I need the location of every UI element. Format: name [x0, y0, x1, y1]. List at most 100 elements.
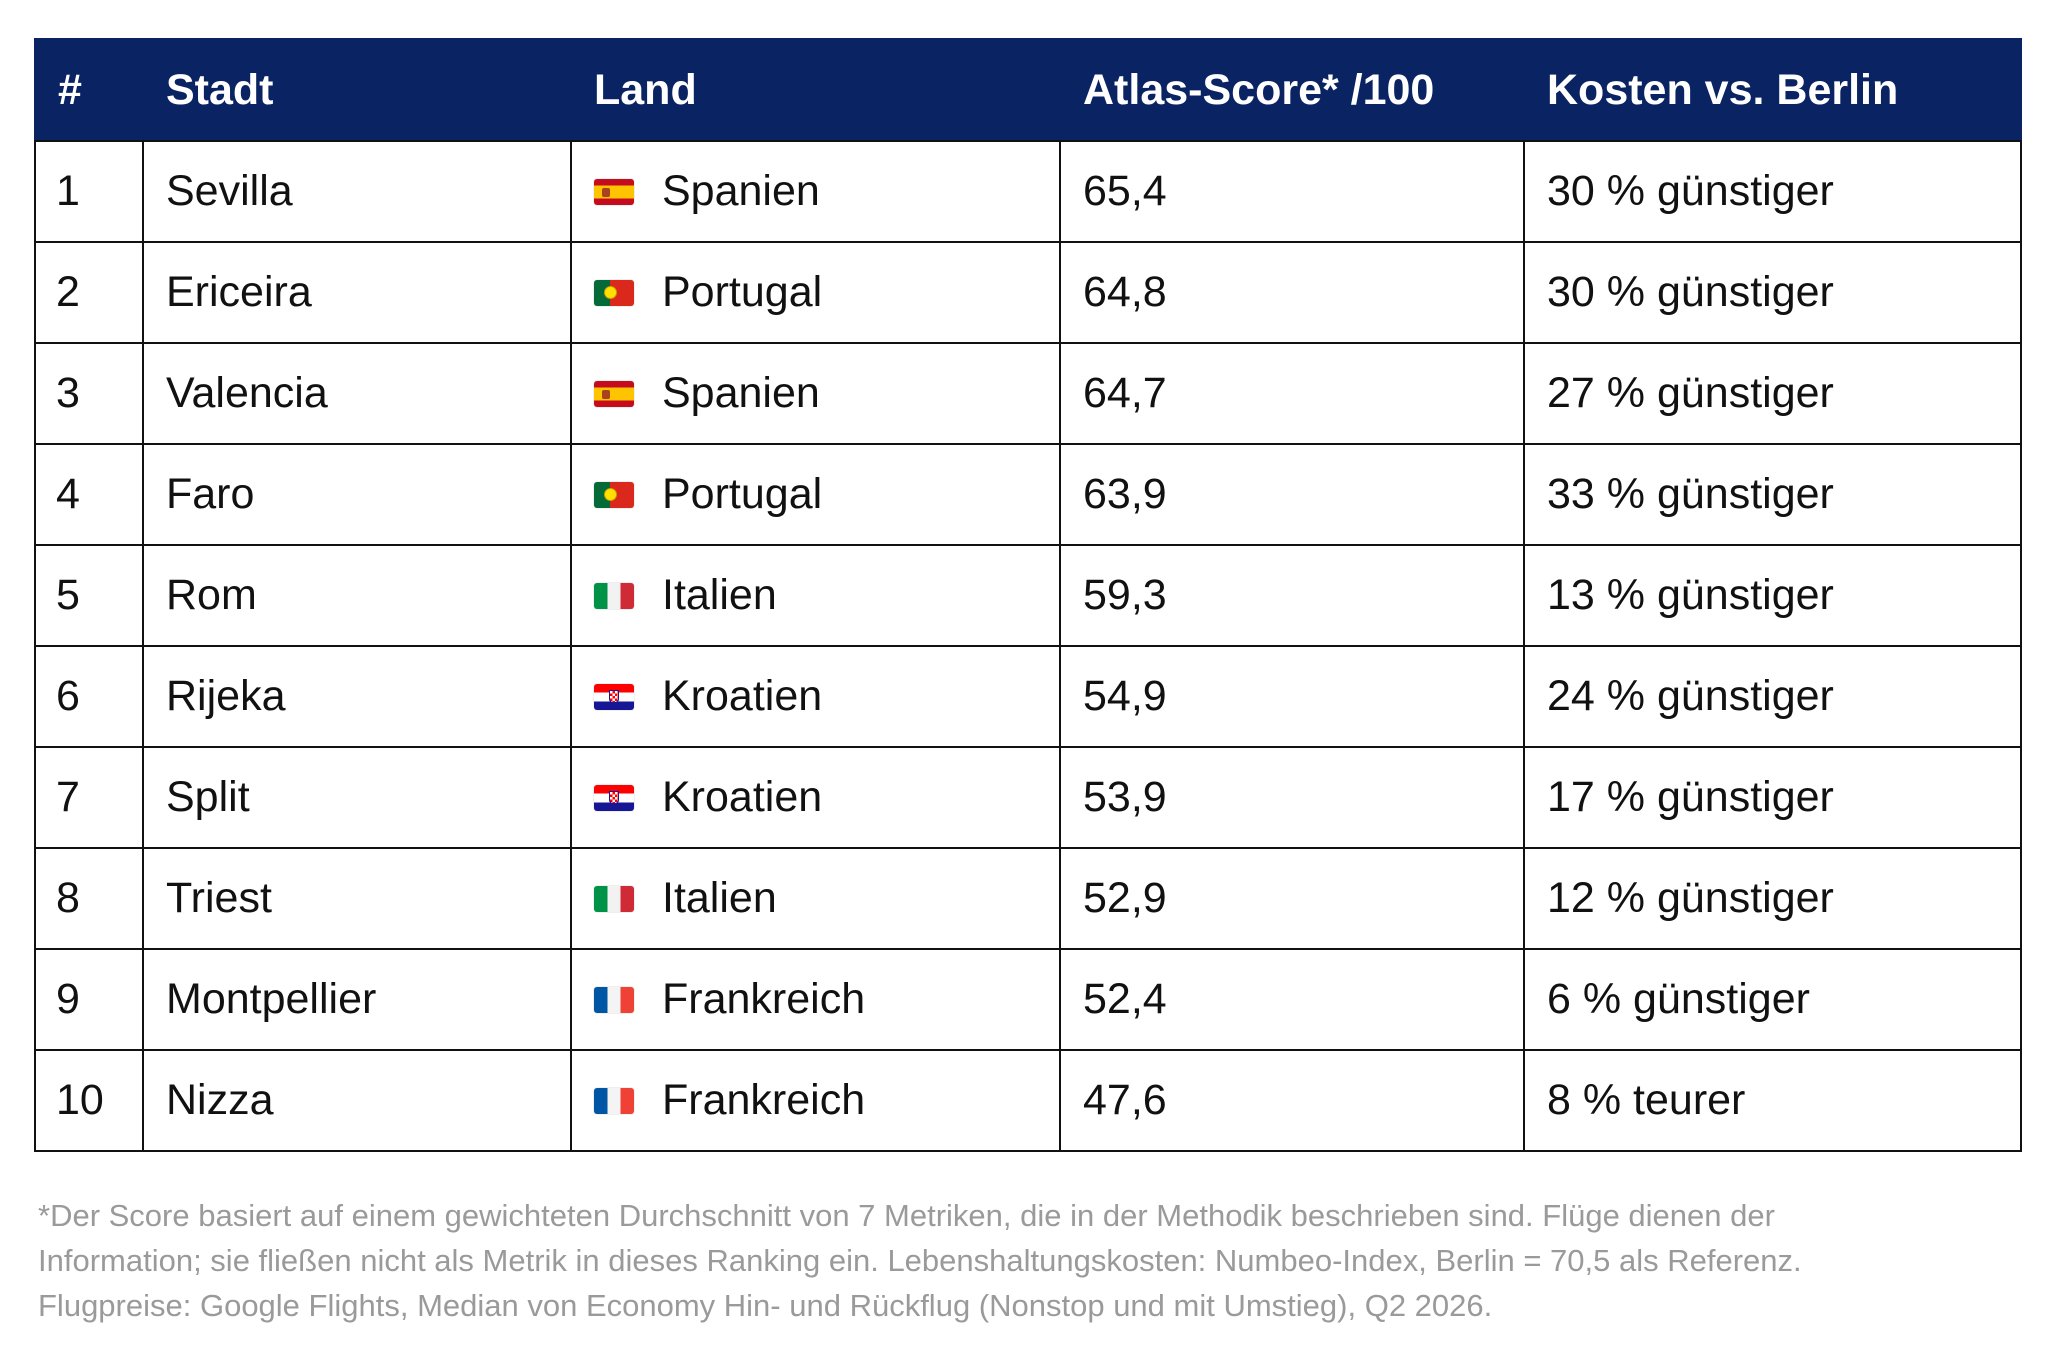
cost-cell: 8 % teurer — [1523, 1049, 2022, 1152]
header-rank: # — [34, 38, 144, 142]
country-cell: Portugal — [570, 443, 1061, 546]
france-flag-icon — [594, 986, 634, 1013]
country-cell: Spanien — [570, 342, 1061, 445]
country-wrap: Spanien — [594, 369, 1059, 418]
table-row: 7 Split Kroatien 53,9 17 % günstiger — [34, 746, 2022, 849]
spain-flag-icon — [594, 380, 634, 407]
score-cell: 59,3 — [1059, 544, 1525, 647]
cost-cell: 13 % günstiger — [1523, 544, 2022, 647]
country-name: Italien — [662, 874, 777, 922]
italy-flag-icon — [594, 582, 634, 609]
table-row: 1 Sevilla Spanien 65,4 30 % günstiger — [34, 140, 2022, 243]
cost-cell: 6 % günstiger — [1523, 948, 2022, 1051]
cost-cell: 12 % günstiger — [1523, 847, 2022, 950]
country-name: Spanien — [662, 369, 820, 417]
country-wrap: Portugal — [594, 268, 1059, 317]
score-cell: 47,6 — [1059, 1049, 1525, 1152]
country-wrap: Portugal — [594, 470, 1059, 519]
header-country: Land — [570, 38, 1061, 142]
cost-cell: 33 % günstiger — [1523, 443, 2022, 546]
country-cell: Italien — [570, 847, 1061, 950]
rank-cell: 4 — [34, 443, 144, 546]
country-name: Kroatien — [662, 672, 823, 720]
city-cell: Split — [142, 746, 572, 849]
header-cost: Kosten vs. Berlin — [1523, 38, 2022, 142]
flag-emblem — [602, 187, 610, 197]
footnote-line-1: *Der Score basiert auf einem gewichteten… — [38, 1198, 1775, 1233]
score-cell: 52,4 — [1059, 948, 1525, 1051]
country-wrap: Frankreich — [594, 1076, 1059, 1125]
city-ranking-table: # Stadt Land Atlas-Score* /100 Kosten vs… — [34, 38, 2022, 1152]
country-name: Kroatien — [662, 773, 823, 821]
italy-flag-icon — [594, 885, 634, 912]
table-row: 6 Rijeka Kroatien 54,9 24 % günstiger — [34, 645, 2022, 748]
country-cell: Kroatien — [570, 645, 1061, 748]
header-city: Stadt — [142, 38, 572, 142]
table-header-row: # Stadt Land Atlas-Score* /100 Kosten vs… — [34, 38, 2022, 142]
city-cell: Rijeka — [142, 645, 572, 748]
footnote-line-2: Information; sie fließen nicht als Metri… — [38, 1243, 1802, 1278]
rank-cell: 2 — [34, 241, 144, 344]
score-cell: 52,9 — [1059, 847, 1525, 950]
country-name: Portugal — [662, 470, 823, 518]
flag-emblem — [609, 689, 619, 703]
table-row: 4 Faro Portugal 63,9 33 % günstiger — [34, 443, 2022, 546]
cost-cell: 24 % günstiger — [1523, 645, 2022, 748]
rank-cell: 3 — [34, 342, 144, 445]
portugal-flag-icon — [594, 279, 634, 306]
table-row: 8 Triest Italien 52,9 12 % günstiger — [34, 847, 2022, 950]
score-cell: 64,7 — [1059, 342, 1525, 445]
city-cell: Ericeira — [142, 241, 572, 344]
city-cell: Nizza — [142, 1049, 572, 1152]
flag-emblem — [604, 487, 617, 501]
score-cell: 64,8 — [1059, 241, 1525, 344]
country-wrap: Frankreich — [594, 975, 1059, 1024]
score-cell: 54,9 — [1059, 645, 1525, 748]
country-cell: Spanien — [570, 140, 1061, 243]
country-wrap: Italien — [594, 571, 1059, 620]
cost-cell: 30 % günstiger — [1523, 140, 2022, 243]
table-row: 5 Rom Italien 59,3 13 % günstiger — [34, 544, 2022, 647]
table-row: 2 Ericeira Portugal 64,8 30 % günstiger — [34, 241, 2022, 344]
cost-cell: 30 % günstiger — [1523, 241, 2022, 344]
france-flag-icon — [594, 1087, 634, 1114]
rank-cell: 1 — [34, 140, 144, 243]
table-body: 1 Sevilla Spanien 65,4 30 % günstiger 2 Ericei… — [34, 140, 2022, 1152]
cost-cell: 17 % günstiger — [1523, 746, 2022, 849]
flag-emblem — [609, 790, 619, 804]
flag-emblem — [604, 285, 617, 299]
portugal-flag-icon — [594, 481, 634, 508]
rank-cell: 7 — [34, 746, 144, 849]
table-row: 3 Valencia Spanien 64,7 27 % günstiger — [34, 342, 2022, 445]
country-name: Spanien — [662, 167, 820, 215]
rank-cell: 10 — [34, 1049, 144, 1152]
city-cell: Valencia — [142, 342, 572, 445]
city-cell: Faro — [142, 443, 572, 546]
country-wrap: Spanien — [594, 167, 1059, 216]
footnote: *Der Score basiert auf einem gewichteten… — [38, 1193, 2018, 1328]
country-name: Italien — [662, 571, 777, 619]
rank-cell: 6 — [34, 645, 144, 748]
flag-emblem — [602, 389, 610, 399]
country-cell: Frankreich — [570, 1049, 1061, 1152]
country-cell: Italien — [570, 544, 1061, 647]
header-score: Atlas-Score* /100 — [1059, 38, 1525, 142]
score-cell: 65,4 — [1059, 140, 1525, 243]
country-name: Portugal — [662, 268, 823, 316]
country-name: Frankreich — [662, 975, 866, 1023]
country-cell: Portugal — [570, 241, 1061, 344]
score-cell: 53,9 — [1059, 746, 1525, 849]
country-wrap: Kroatien — [594, 773, 1059, 822]
spain-flag-icon — [594, 178, 634, 205]
country-name: Frankreich — [662, 1076, 866, 1124]
cost-cell: 27 % günstiger — [1523, 342, 2022, 445]
city-cell: Montpellier — [142, 948, 572, 1051]
country-wrap: Kroatien — [594, 672, 1059, 721]
footnote-line-3: Flugpreise: Google Flights, Median von E… — [38, 1288, 1493, 1323]
croatia-flag-icon — [594, 784, 634, 811]
score-cell: 63,9 — [1059, 443, 1525, 546]
table-row: 10 Nizza Frankreich 47,6 8 % teurer — [34, 1049, 2022, 1152]
rank-cell: 5 — [34, 544, 144, 647]
rank-cell: 9 — [34, 948, 144, 1051]
city-cell: Rom — [142, 544, 572, 647]
